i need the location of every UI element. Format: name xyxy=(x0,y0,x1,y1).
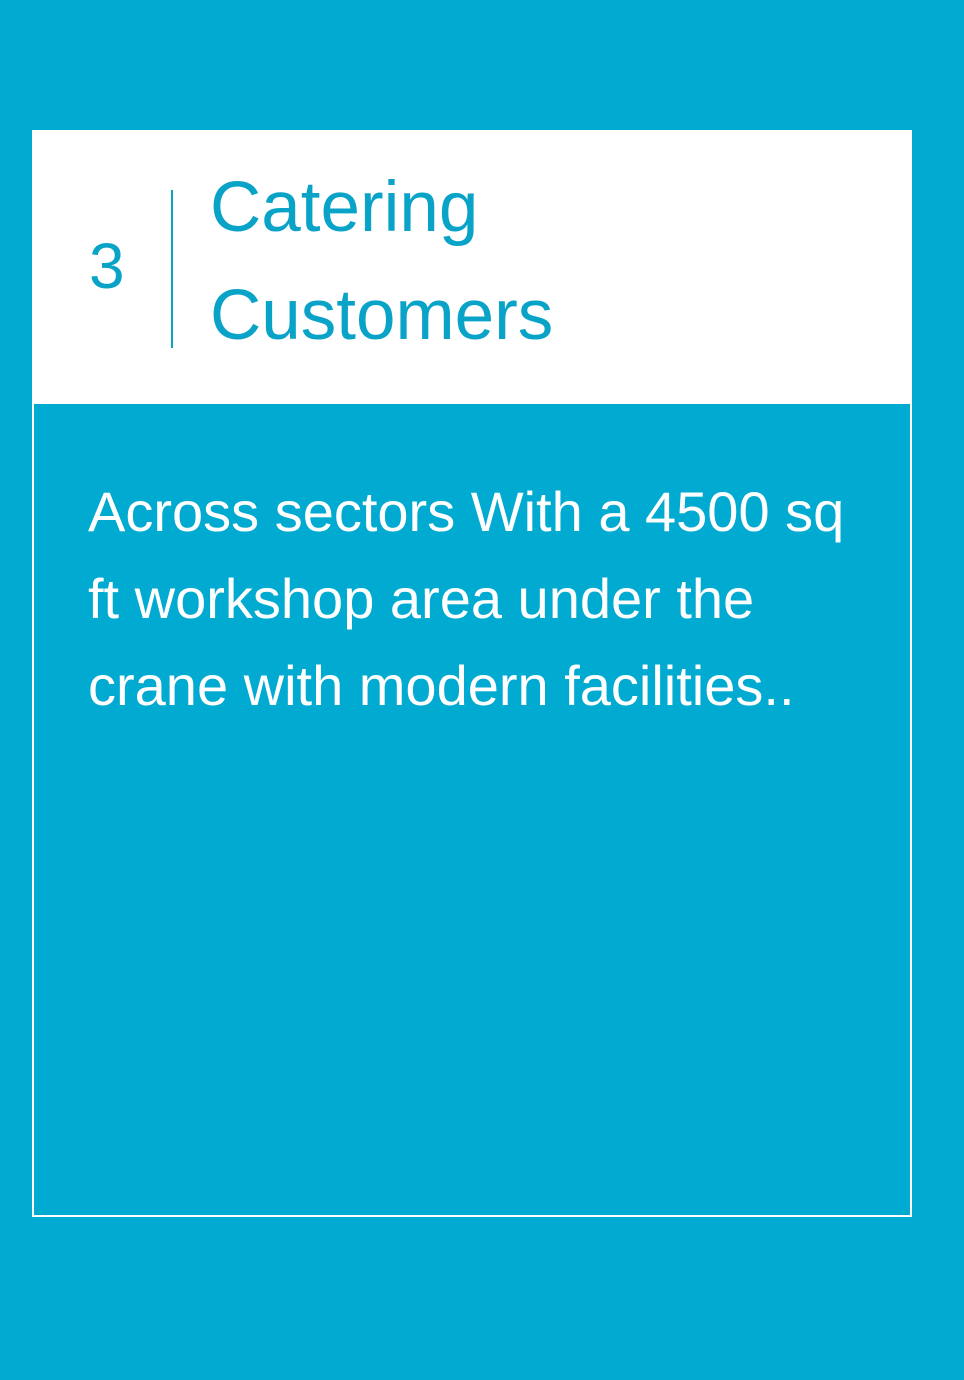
card-description: Across sectors With a 4500 sq ft worksho… xyxy=(88,480,845,717)
card-header: 3 Catering Customers xyxy=(34,132,910,404)
stat-title: Catering Customers xyxy=(210,168,554,355)
info-card: 3 Catering Customers Across sectors With… xyxy=(32,130,912,1217)
stat-number: 3 xyxy=(89,230,125,302)
header-divider xyxy=(171,190,173,348)
